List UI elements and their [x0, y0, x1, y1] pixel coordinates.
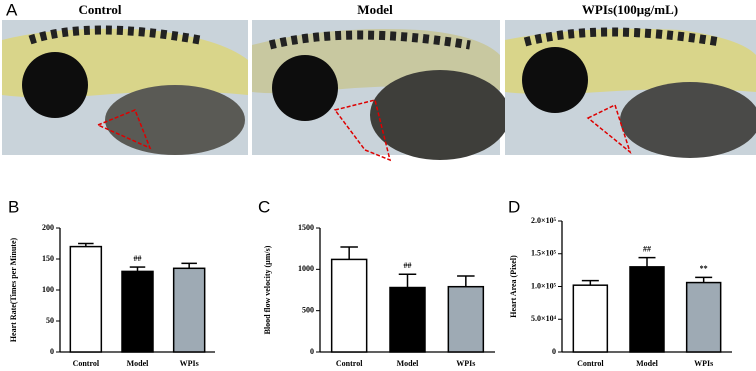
panel-letter: C [258, 197, 270, 216]
bar [121, 270, 154, 353]
y-tick-label: 0 [310, 347, 314, 356]
x-tick-label: WPIs [694, 359, 713, 368]
photo-title: Model [357, 2, 393, 17]
bar [172, 267, 206, 353]
y-tick-label: 1.5×10⁵ [531, 249, 557, 258]
y-tick-label: 1000 [298, 264, 314, 273]
y-tick-label: 100 [42, 285, 54, 294]
y-tick-label: 500 [302, 305, 314, 314]
y-tick-label: 50 [46, 316, 54, 325]
y-tick-label: 1500 [298, 223, 314, 232]
y-axis-label: Heart Area (Pixel) [509, 255, 518, 318]
photo-title: Control [78, 2, 121, 17]
photo-model [252, 20, 510, 162]
x-tick-label: Model [397, 359, 420, 368]
bar [389, 286, 426, 353]
photo-title: WPIs(100μg/mL) [582, 2, 678, 17]
panel-letter: B [8, 197, 19, 216]
y-tick-label: 5.0×10⁴ [531, 314, 557, 323]
bar [685, 281, 722, 353]
x-tick-label: WPIs [180, 359, 199, 368]
y-axis-label: Heart Rate(Times per Minute) [9, 237, 18, 342]
bar [330, 258, 368, 353]
panel-letter: D [508, 197, 520, 216]
x-tick-label: WPIs [456, 359, 475, 368]
y-axis-label: Blood flow velocity (μm/s) [263, 245, 272, 334]
x-tick-label: Model [127, 359, 150, 368]
y-tick-label: 1.0×10⁵ [531, 281, 557, 290]
significance-label: ## [404, 261, 412, 270]
photo-control [2, 20, 248, 155]
y-tick-label: 0 [552, 347, 556, 356]
significance-label: ** [700, 264, 708, 273]
x-tick-label: Model [636, 359, 659, 368]
bar [629, 266, 665, 353]
y-tick-label: 2.0×10⁵ [531, 216, 557, 225]
bar [69, 245, 103, 353]
significance-label: ## [643, 245, 651, 254]
y-tick-label: 0 [50, 347, 54, 356]
y-tick-label: 200 [42, 223, 54, 232]
x-tick-label: Control [336, 359, 363, 368]
y-tick-label: 150 [42, 254, 54, 263]
bar [572, 284, 609, 353]
x-tick-label: Control [73, 359, 100, 368]
photo-wpis [505, 20, 756, 158]
panel-letter: A [6, 0, 18, 19]
bar [447, 285, 485, 353]
x-tick-label: Control [577, 359, 604, 368]
significance-label: ## [134, 254, 142, 263]
